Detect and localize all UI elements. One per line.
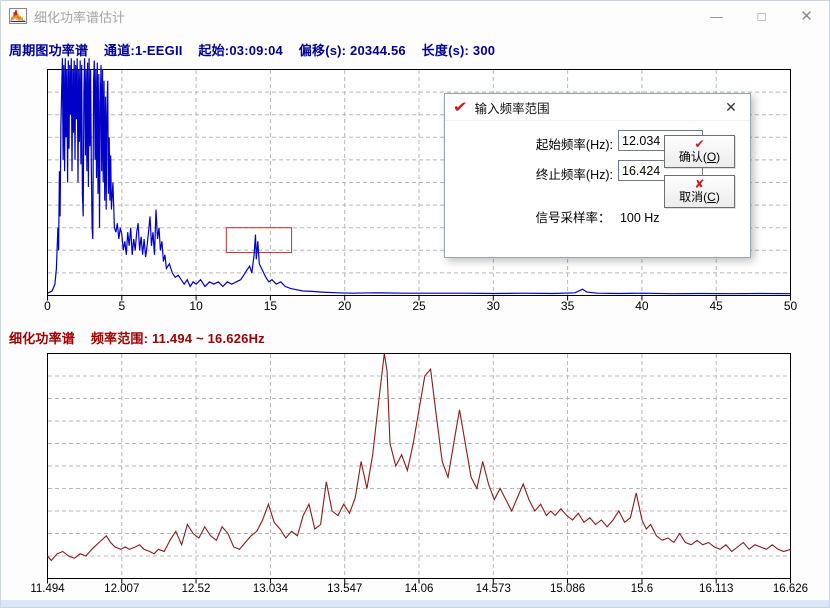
cancel-button[interactable]: ✘ 取消(C) bbox=[664, 175, 735, 208]
x-tick-label: 30 bbox=[486, 299, 500, 313]
x-tick-label: 35 bbox=[560, 299, 575, 313]
close-button[interactable]: ✕ bbox=[800, 8, 813, 25]
dialog-title: 输入频率范围 bbox=[474, 101, 550, 116]
x-tick-label: 11.494 bbox=[30, 583, 65, 595]
length-info: 长度(s): 300 bbox=[421, 43, 496, 58]
x-tick-label: 15.6 bbox=[630, 583, 654, 595]
periodogram-title: 周期图功率谱 bbox=[9, 43, 89, 58]
refined-range: 频率范围: 11.494 ~ 16.626Hz bbox=[90, 331, 265, 346]
x-tick-label: 10 bbox=[189, 299, 203, 313]
dialog-close-icon[interactable]: ✕ bbox=[725, 98, 737, 115]
minimize-button[interactable]: — bbox=[710, 8, 723, 24]
x-tick-label: 13.547 bbox=[327, 583, 363, 595]
x-tick-label: 14.06 bbox=[404, 583, 434, 595]
window-bottom-edge bbox=[1, 600, 829, 607]
x-tick-label: 25 bbox=[412, 299, 426, 313]
x-tick-label: 50 bbox=[783, 299, 798, 313]
confirm-button[interactable]: ✔ 确认(O) bbox=[664, 135, 735, 168]
title-bar: 细化功率谱估计 — □ ✕ bbox=[1, 1, 829, 31]
channel-info: 通道:1-EEGII bbox=[104, 43, 183, 58]
x-tick-label: 12.007 bbox=[104, 583, 140, 595]
periodogram-x-axis: 0 5 10 15 20 25 30 35 40 45 50 bbox=[44, 299, 797, 315]
offset-info: 偏移(s): 20344.56 bbox=[298, 43, 406, 58]
periodogram-header: 周期图功率谱 通道:1-EEGII 起始:03:09:04 偏移(s): 203… bbox=[9, 40, 507, 59]
start-time: 起始:03:09:04 bbox=[198, 43, 283, 58]
cancel-button-label: 取消(C) bbox=[679, 190, 720, 204]
x-tick-label: 0 bbox=[44, 299, 51, 313]
x-tick-label: 14.573 bbox=[475, 583, 511, 595]
x-tick-label: 12.52 bbox=[181, 583, 211, 595]
dialog-check-icon: ✔ bbox=[452, 99, 468, 116]
x-tick-label: 5 bbox=[118, 299, 126, 313]
x-tick-label: 15 bbox=[263, 299, 278, 313]
frequency-range-dialog: ✔ 输入频率范围 ✕ 起始频率(Hz): 终止频率(Hz): ✔ 确认(O) ✘… bbox=[444, 93, 751, 258]
refined-header: 细化功率谱 频率范围: 11.494 ~ 16.626Hz bbox=[9, 328, 277, 347]
x-tick-label: 16.113 bbox=[699, 583, 734, 595]
x-tick-label: 15.086 bbox=[549, 583, 586, 595]
sample-rate-label: 信号采样率： bbox=[535, 211, 611, 225]
x-tick-label: 13.034 bbox=[252, 583, 289, 595]
dialog-title-bar[interactable]: ✔ 输入频率范围 ✕ bbox=[445, 94, 750, 121]
start-frequency-label: 起始频率(Hz): bbox=[535, 138, 613, 152]
refined-title: 细化功率谱 bbox=[9, 331, 76, 346]
x-tick-label: 40 bbox=[635, 299, 649, 313]
confirm-check-icon: ✔ bbox=[694, 137, 705, 151]
end-frequency-label: 终止频率(Hz): bbox=[535, 168, 613, 182]
x-tick-label: 20 bbox=[338, 299, 352, 313]
x-tick-label: 45 bbox=[709, 299, 723, 313]
sample-rate-value: 100 Hz bbox=[619, 211, 660, 225]
app-icon bbox=[9, 8, 27, 24]
confirm-button-label: 确认(O) bbox=[678, 150, 721, 164]
maximize-button[interactable]: □ bbox=[757, 8, 766, 24]
cancel-x-icon: ✘ bbox=[694, 177, 705, 191]
window-title: 细化功率谱估计 bbox=[34, 9, 126, 25]
sample-rate-line: 信号采样率： 100 Hz bbox=[445, 207, 750, 226]
refined-x-axis: 11.494 12.007 12.52 13.034 13.547 14.06 14.573… bbox=[30, 583, 808, 599]
refined-chart[interactable] bbox=[47, 341, 792, 585]
x-tick-label: 16.626 bbox=[772, 583, 809, 595]
